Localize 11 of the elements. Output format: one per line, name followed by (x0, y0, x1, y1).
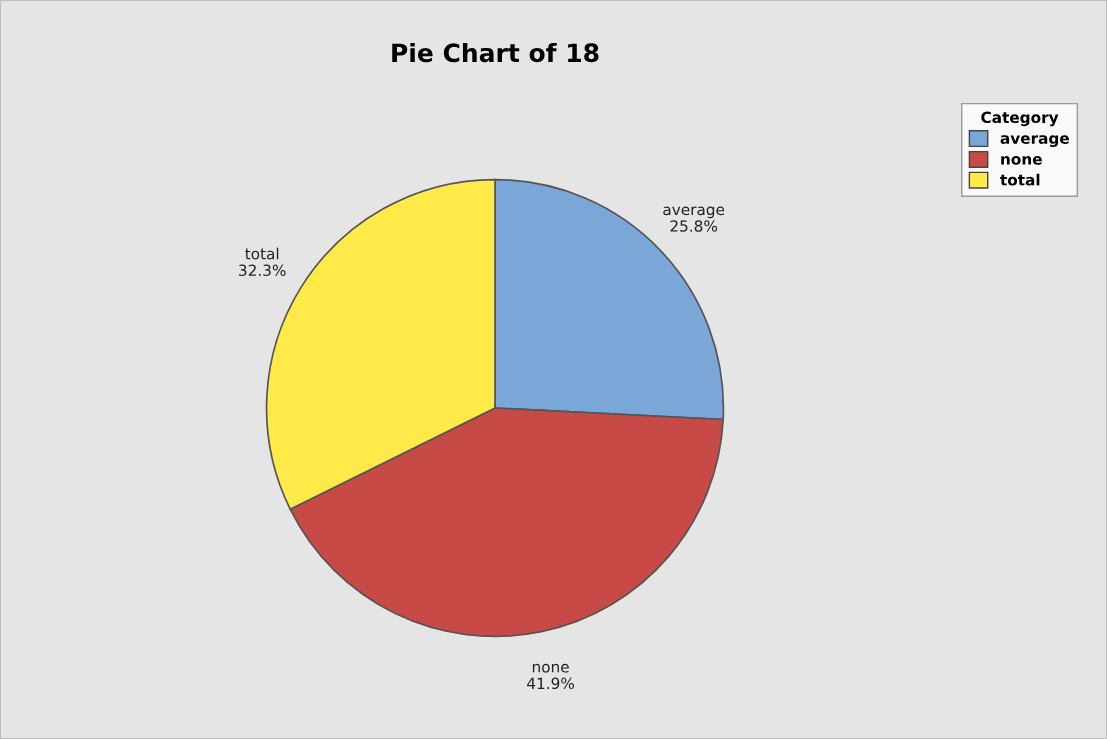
slice-label: total (245, 247, 279, 260)
legend-title: Category (981, 111, 1059, 127)
slice-label: average (663, 206, 725, 219)
chart-title: Pie Chart of 18 (392, 42, 599, 63)
data-label: 32.3% (239, 264, 286, 276)
legend-label: none (1001, 156, 1042, 165)
legend-label: total (1000, 173, 1040, 186)
legend-label: average (1000, 135, 1069, 148)
data-label: 25.8% (670, 220, 718, 232)
data-label: 41.9% (527, 677, 575, 690)
slice-label: none (532, 663, 569, 673)
